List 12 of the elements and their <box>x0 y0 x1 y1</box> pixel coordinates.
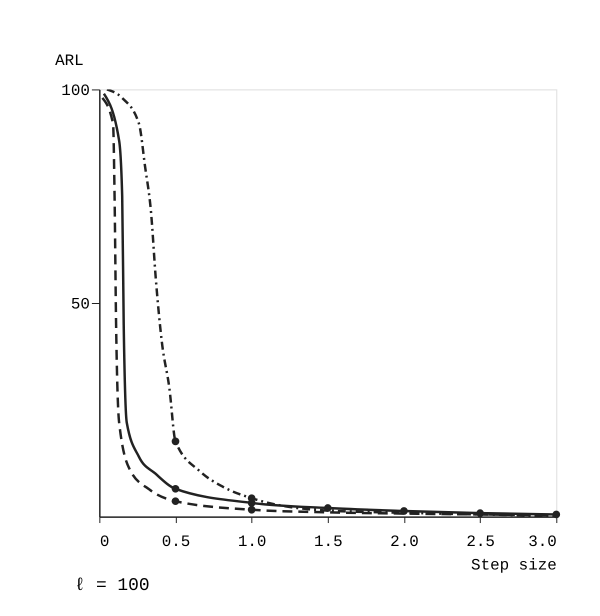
y-tick-label: 50 <box>70 295 90 314</box>
y-axis-title: ARL <box>55 52 84 70</box>
x-axis-title: Step size <box>471 556 557 575</box>
x-tick-label: 1.0 <box>238 532 266 551</box>
x-tick-label: 2.0 <box>390 532 419 551</box>
x-tick-label: 3.0 <box>528 532 557 551</box>
x-tick-label: 0 <box>100 532 110 551</box>
x-tick-label: 0.5 <box>162 532 190 551</box>
y-tick-label: 100 <box>61 82 90 100</box>
text: ℓ = 100 <box>74 576 150 596</box>
x-tick-label: 1.5 <box>314 532 343 551</box>
x-tick-label: 2.5 <box>466 532 495 551</box>
